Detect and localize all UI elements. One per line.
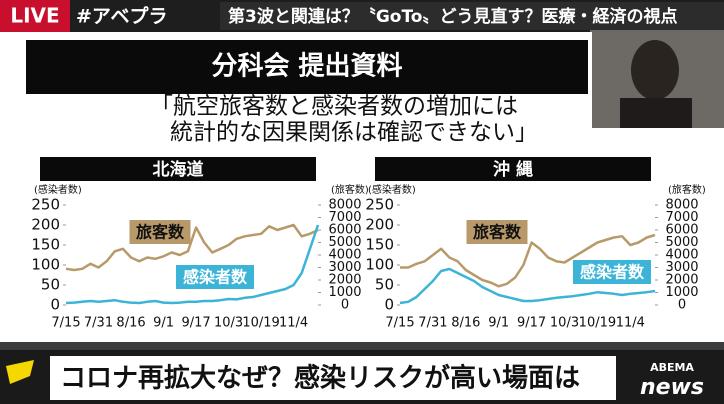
y-tick-label: 200	[365, 216, 394, 234]
hashtag: #アベプラ	[76, 5, 168, 28]
series-line	[65, 223, 319, 272]
y-tick-label: 250	[365, 196, 394, 214]
y-tick-label: 200	[31, 216, 60, 234]
x-tick-label: 9/17	[181, 316, 210, 331]
y2-tick-label: 2000	[328, 273, 361, 288]
chart-title: 沖 縄	[493, 159, 533, 180]
x-tick-label: 10/3	[550, 316, 579, 331]
y2-tick-label: 1000	[665, 285, 698, 300]
y-tick-label: 50	[375, 276, 394, 294]
x-tick-label: 7/31	[84, 316, 113, 331]
y2-tick-label: 6000	[328, 223, 361, 238]
y2-tick-label: 4000	[665, 248, 698, 263]
x-tick-label: 10/19	[242, 316, 279, 331]
live-label: LIVE	[10, 4, 59, 28]
y-tick-label: 250	[31, 196, 60, 214]
flag-icon	[6, 360, 34, 384]
series-label: 旅客数	[473, 223, 522, 242]
y2-tick-label: 3000	[665, 260, 698, 275]
series-label: 感染者数	[580, 263, 645, 282]
top-headline: 第3波と関連は？〝GoTo〟どう見直す？医療・経済の視点	[228, 6, 677, 27]
live-badge	[0, 0, 70, 32]
x-tick-label: 10/3	[214, 316, 243, 331]
y2-tick-label: 4000	[328, 248, 361, 263]
y2-tick-label: 8000	[665, 198, 698, 213]
y2-axis-label: (旅客数)	[668, 183, 706, 196]
x-tick-label: 8/16	[116, 316, 145, 331]
y-tick-label: 0	[50, 296, 60, 314]
y-axis-label: (感染者数)	[34, 183, 82, 196]
y-tick-label: 50	[41, 276, 60, 294]
x-tick-label: 11/4	[616, 316, 645, 331]
series-line	[399, 267, 656, 305]
chart-title: 北海道	[153, 159, 204, 180]
bottom-headline: コロナ再拡大なぜ？感染リスクが高い場面は	[60, 363, 580, 394]
x-tick-label: 7/31	[418, 316, 447, 331]
quote-line: 「航空旅客数と感染者数の増加には	[150, 94, 518, 120]
series-label: 旅客数	[136, 223, 185, 242]
y-tick-label: 0	[384, 296, 394, 314]
y2-axis-label: (旅客数)	[331, 183, 369, 196]
y2-tick-label: 6000	[665, 223, 698, 238]
quote-line: 統計的な因果関係は確認できない」	[170, 120, 538, 146]
y2-tick-label: 0	[678, 298, 686, 313]
webcam-person-body	[620, 98, 692, 128]
x-tick-label: 9/17	[517, 316, 546, 331]
x-tick-label: 11/4	[279, 316, 308, 331]
y2-tick-label: 2000	[665, 273, 698, 288]
logo-top: ABEMA	[650, 361, 694, 374]
y-tick-label: 100	[31, 256, 60, 274]
y2-tick-label: 0	[341, 298, 349, 313]
y2-tick-label: 1000	[328, 285, 361, 300]
y2-tick-label: 7000	[328, 210, 361, 225]
chart-title-bar	[40, 157, 316, 181]
y2-tick-label: 3000	[328, 260, 361, 275]
series-label-bg	[466, 220, 528, 244]
headline-box	[220, 2, 724, 30]
series-line	[65, 224, 320, 305]
y-tick-label: 100	[365, 256, 394, 274]
y2-tick-label: 7000	[665, 210, 698, 225]
series-label-bg	[129, 220, 191, 244]
x-tick-label: 7/15	[51, 316, 80, 331]
logo-bottom: news	[640, 375, 704, 400]
series-label-bg	[176, 265, 254, 289]
y2-tick-label: 5000	[665, 235, 698, 250]
y-axis-label: (感染者数)	[368, 183, 416, 196]
x-tick-label: 9/1	[153, 316, 174, 331]
y2-tick-label: 5000	[328, 235, 361, 250]
x-tick-label: 8/16	[451, 316, 480, 331]
chart-title-bar	[375, 157, 651, 181]
slide-title: 分科会 提出資料	[211, 52, 402, 82]
x-tick-label: 10/19	[579, 316, 616, 331]
bottom-headline-box	[50, 356, 616, 400]
series-label-bg	[573, 260, 651, 284]
y-tick-label: 150	[31, 236, 60, 254]
series-line	[400, 233, 656, 288]
x-tick-label: 9/1	[488, 316, 509, 331]
series-label: 感染者数	[183, 268, 248, 287]
slide-header	[26, 40, 588, 94]
y2-tick-label: 8000	[328, 198, 361, 213]
x-tick-label: 7/15	[385, 316, 414, 331]
y-tick-label: 150	[365, 236, 394, 254]
webcam-person-head	[631, 40, 679, 100]
